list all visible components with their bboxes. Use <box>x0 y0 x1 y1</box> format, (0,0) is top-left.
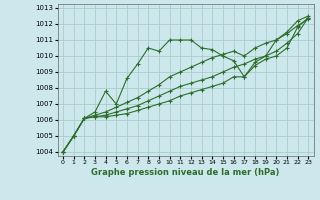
X-axis label: Graphe pression niveau de la mer (hPa): Graphe pression niveau de la mer (hPa) <box>92 168 280 177</box>
